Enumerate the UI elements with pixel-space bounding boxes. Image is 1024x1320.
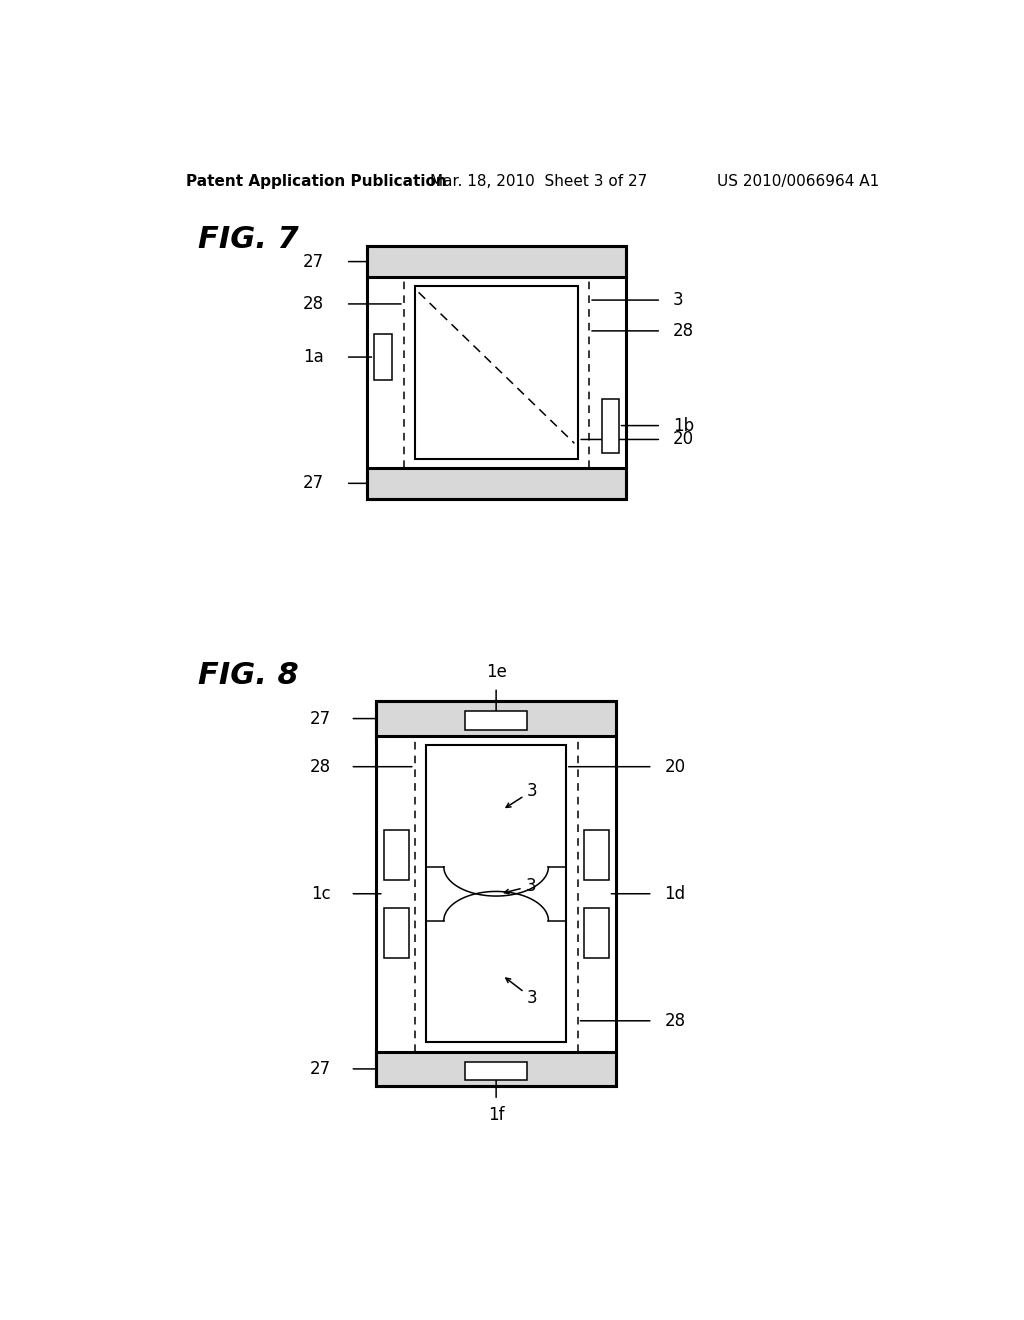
Text: 28: 28	[665, 1012, 685, 1030]
Text: 28: 28	[303, 294, 324, 313]
Text: 27: 27	[310, 710, 331, 727]
Bar	[376, 701, 616, 1086]
Text: 28: 28	[673, 322, 694, 339]
Text: US 2010/0066964 A1: US 2010/0066964 A1	[717, 174, 880, 189]
Bar	[584, 830, 608, 880]
Text: 1d: 1d	[665, 884, 685, 903]
Bar	[584, 908, 608, 958]
Bar	[384, 908, 409, 958]
Text: FIG. 7: FIG. 7	[198, 224, 299, 253]
Bar	[376, 1052, 616, 1086]
Bar	[384, 830, 409, 880]
Text: 27: 27	[303, 474, 324, 492]
Text: 20: 20	[665, 758, 685, 776]
Bar	[367, 246, 627, 499]
Text: 1e: 1e	[485, 663, 507, 681]
Text: Patent Application Publication: Patent Application Publication	[186, 174, 446, 189]
Text: 28: 28	[310, 758, 331, 776]
Bar	[415, 286, 579, 459]
Bar	[367, 246, 627, 277]
Text: 1a: 1a	[303, 348, 324, 366]
Text: 3: 3	[505, 876, 537, 895]
Bar	[465, 1061, 527, 1080]
Bar	[465, 711, 527, 730]
Text: 20: 20	[673, 430, 694, 449]
Text: 3: 3	[506, 978, 538, 1007]
Text: FIG. 8: FIG. 8	[198, 661, 299, 690]
Text: 27: 27	[303, 252, 324, 271]
Bar	[367, 469, 627, 499]
Bar	[601, 399, 618, 453]
Text: Mar. 18, 2010  Sheet 3 of 27: Mar. 18, 2010 Sheet 3 of 27	[430, 174, 647, 189]
Text: 1c: 1c	[311, 884, 331, 903]
Text: 27: 27	[310, 1060, 331, 1078]
Text: 1b: 1b	[673, 417, 694, 434]
Bar	[375, 334, 391, 380]
Text: 3: 3	[506, 781, 538, 808]
Text: 3: 3	[673, 292, 683, 309]
Bar	[426, 744, 566, 1043]
Text: 1f: 1f	[487, 1106, 505, 1125]
Bar	[376, 701, 616, 737]
